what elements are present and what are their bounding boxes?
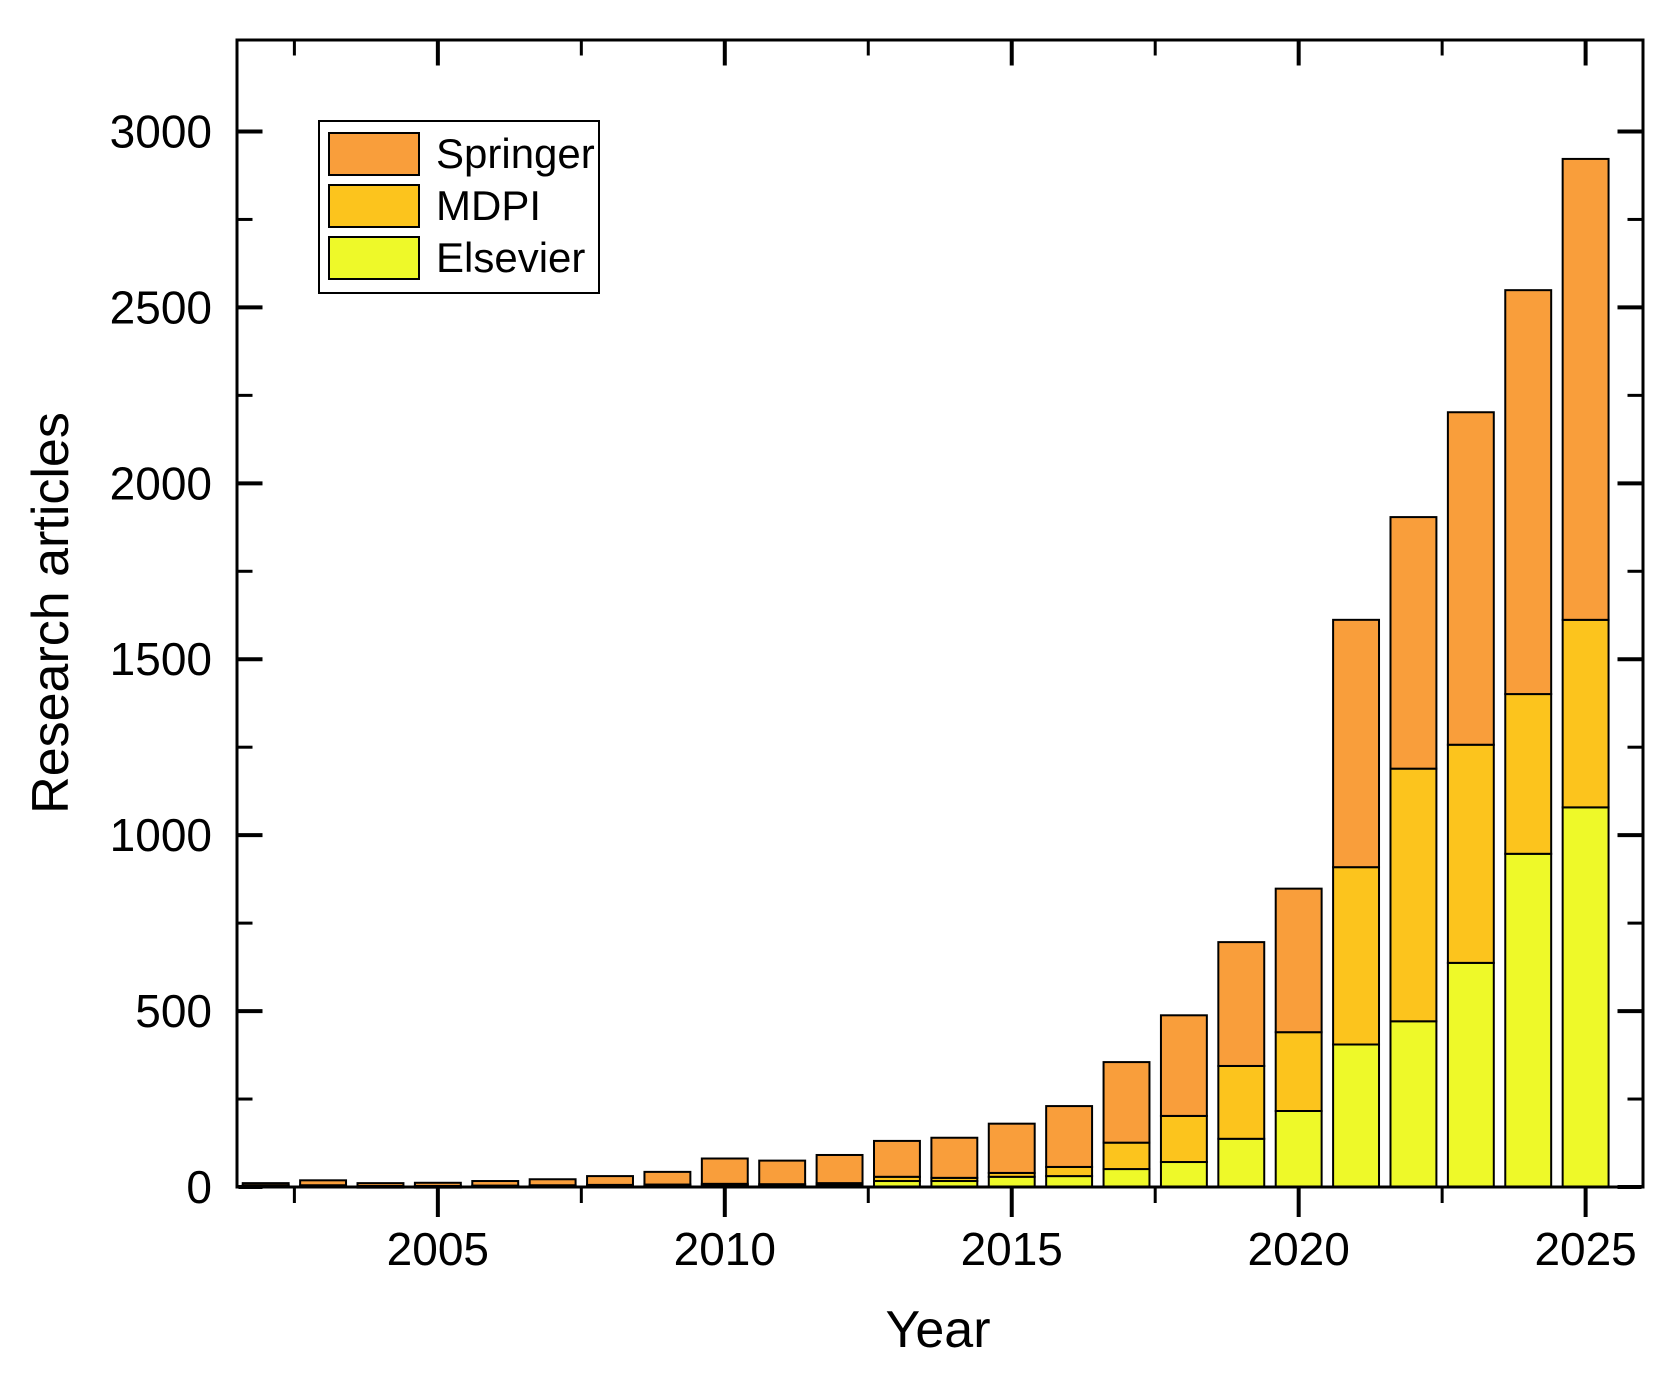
bar-segment-springer-2011 bbox=[758, 1159, 807, 1186]
x-axis-title: Year bbox=[885, 1301, 991, 1359]
bar-segment-mdpi-2020 bbox=[1274, 1031, 1323, 1113]
bar-segment-springer-2017 bbox=[1102, 1061, 1151, 1144]
y-tick-label: 1000 bbox=[110, 809, 212, 861]
bar-segment-mdpi-2025 bbox=[1561, 618, 1610, 809]
bar-segment-mdpi-2018 bbox=[1159, 1114, 1208, 1164]
plot-frame bbox=[235, 38, 1645, 1189]
bar-segment-mdpi-2016 bbox=[1045, 1165, 1094, 1178]
bar-segment-springer-2013 bbox=[873, 1139, 921, 1178]
bar-segment-elsevier-2023 bbox=[1446, 961, 1495, 1189]
bar-segment-mdpi-2024 bbox=[1504, 693, 1553, 855]
bar-segment-springer-2012 bbox=[815, 1153, 864, 1185]
bar-segment-elsevier-2016 bbox=[1045, 1175, 1094, 1188]
bar-segment-mdpi-2022 bbox=[1389, 767, 1438, 1023]
bar-segment-elsevier-2015 bbox=[987, 1175, 1036, 1189]
x-tick-label: 2005 bbox=[387, 1223, 489, 1275]
bar-segment-springer-2003 bbox=[299, 1179, 348, 1187]
y-axis-title: Research articles bbox=[22, 412, 80, 814]
bar-segment-springer-2019 bbox=[1217, 941, 1266, 1067]
legend-label-springer: Springer bbox=[436, 130, 595, 177]
legend-swatch-springer bbox=[328, 132, 420, 176]
bar-segment-springer-2024 bbox=[1504, 289, 1553, 696]
bar-segment-springer-2025 bbox=[1561, 157, 1610, 621]
bar-segment-springer-2015 bbox=[987, 1122, 1036, 1174]
bar-segment-springer-2007 bbox=[528, 1178, 577, 1187]
bar-segment-elsevier-2017 bbox=[1102, 1168, 1151, 1189]
bar-segment-elsevier-2022 bbox=[1389, 1020, 1438, 1189]
bar-segment-springer-2022 bbox=[1389, 516, 1438, 770]
bar-segment-elsevier-2024 bbox=[1504, 852, 1553, 1188]
bar-segment-springer-2002 bbox=[241, 1182, 290, 1187]
y-tick-label: 2500 bbox=[110, 281, 212, 333]
bar-segment-springer-2009 bbox=[643, 1170, 692, 1186]
bar-segment-springer-2021 bbox=[1332, 618, 1381, 869]
bar-segment-mdpi-2019 bbox=[1217, 1064, 1266, 1140]
bar-segment-springer-2008 bbox=[586, 1175, 634, 1186]
legend-item-springer: Springer bbox=[328, 128, 598, 180]
legend-item-elsevier: Elsevier bbox=[328, 232, 598, 284]
bar-segment-springer-2014 bbox=[930, 1136, 979, 1179]
y-tick-label: 2000 bbox=[110, 457, 212, 509]
legend-label-elsevier: Elsevier bbox=[436, 234, 586, 281]
bar-segment-springer-2005 bbox=[413, 1181, 462, 1187]
bar-segment-elsevier-2025 bbox=[1561, 806, 1610, 1189]
legend-label-mdpi: MDPI bbox=[436, 182, 541, 229]
bar-segment-springer-2018 bbox=[1159, 1014, 1208, 1117]
legend-swatch-mdpi bbox=[328, 184, 420, 228]
legend: Springer MDPI Elsevier bbox=[318, 120, 600, 294]
bar-segment-elsevier-2019 bbox=[1217, 1137, 1266, 1188]
bar-segment-mdpi-2021 bbox=[1332, 866, 1381, 1046]
y-tick-label: 1500 bbox=[110, 633, 212, 685]
x-tick-label: 2015 bbox=[961, 1223, 1063, 1275]
y-tick-label: 3000 bbox=[110, 105, 212, 157]
bar-segment-mdpi-2017 bbox=[1102, 1141, 1151, 1171]
x-tick-label: 2025 bbox=[1534, 1223, 1636, 1275]
x-tick-label: 2020 bbox=[1248, 1223, 1350, 1275]
x-tick-label: 2010 bbox=[674, 1223, 776, 1275]
bar-segment-springer-2010 bbox=[700, 1157, 749, 1185]
bar-segment-elsevier-2018 bbox=[1159, 1161, 1208, 1188]
bar-segment-springer-2006 bbox=[471, 1180, 520, 1187]
legend-swatch-elsevier bbox=[328, 236, 420, 280]
bar-segment-springer-2023 bbox=[1446, 411, 1495, 746]
bar-segment-mdpi-2023 bbox=[1446, 743, 1495, 964]
bar-segment-elsevier-2020 bbox=[1274, 1110, 1323, 1188]
bar-segment-springer-2016 bbox=[1045, 1105, 1094, 1168]
y-tick-label: 500 bbox=[135, 985, 212, 1037]
bar-segment-elsevier-2021 bbox=[1332, 1043, 1381, 1189]
bar-segment-springer-2020 bbox=[1274, 887, 1323, 1034]
y-tick-label: 0 bbox=[186, 1161, 212, 1213]
legend-item-mdpi: MDPI bbox=[328, 180, 598, 232]
